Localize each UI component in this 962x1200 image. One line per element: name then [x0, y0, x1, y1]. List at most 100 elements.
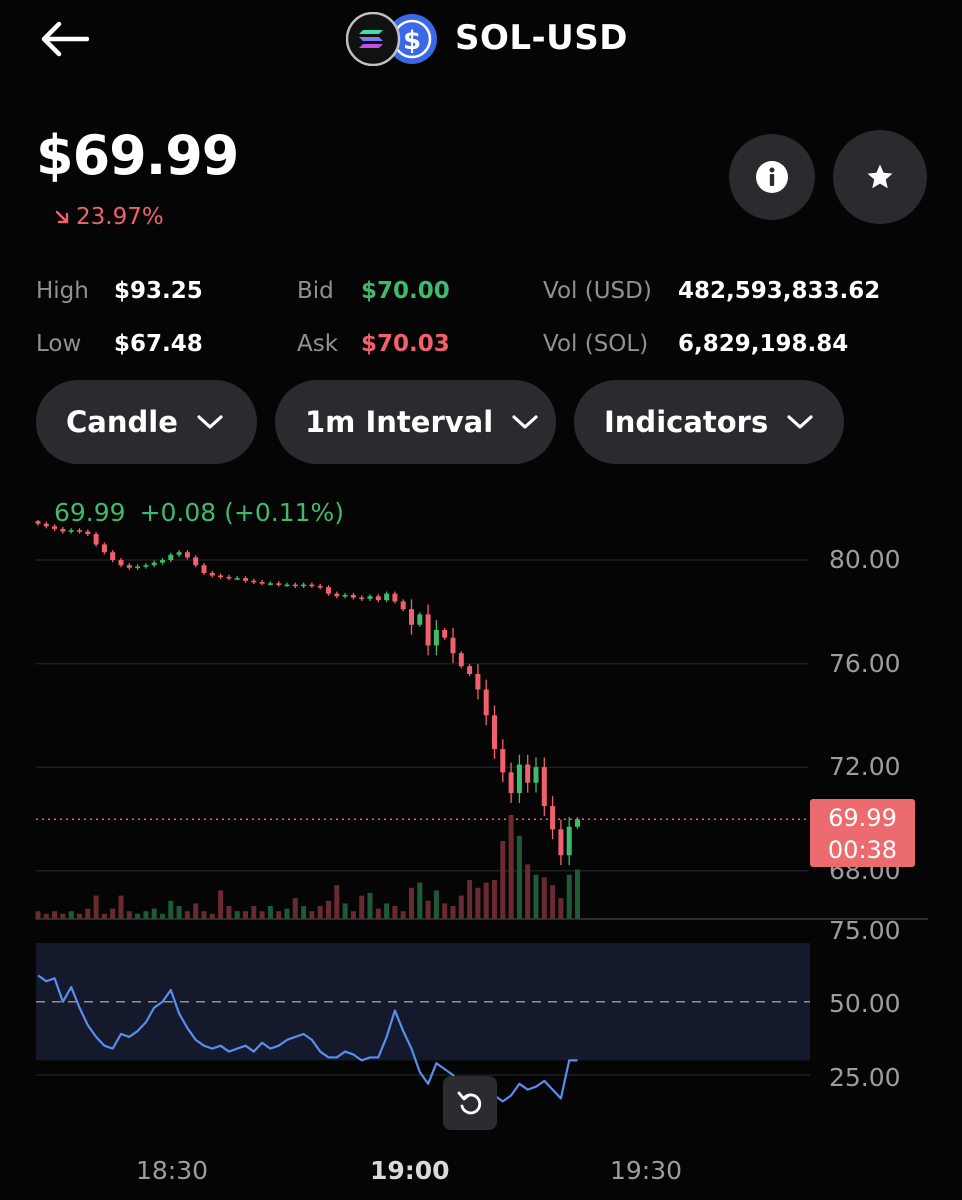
back-button[interactable] [38, 16, 90, 62]
candle-body [533, 767, 539, 783]
candle-body [309, 584, 315, 587]
ohlc-close: 69.99 [54, 498, 126, 527]
indicators-dropdown[interactable]: Indicators [574, 380, 844, 464]
candle-body [85, 531, 91, 535]
candle-body [350, 594, 356, 598]
vol-sol-label: Vol (SOL) [543, 331, 649, 357]
candle-body [500, 749, 506, 773]
interval-dropdown[interactable]: 1m Interval [275, 380, 556, 464]
volume-bar [193, 903, 199, 919]
candle-body [492, 715, 497, 750]
current-price-tag-value: 69.99 [828, 804, 897, 832]
candle-body [143, 565, 149, 567]
volume-bar [417, 882, 423, 919]
chevron-down-icon [196, 413, 224, 431]
candle-body [508, 772, 514, 794]
volume-bar [267, 906, 273, 919]
candle-body [184, 552, 190, 558]
volume-bar [60, 913, 66, 919]
volume-bar [450, 906, 456, 919]
price-tick: 72.00 [829, 752, 901, 781]
candle-body [483, 689, 489, 716]
volume-bar [384, 903, 390, 919]
rsi-tick: 50.00 [829, 989, 901, 1018]
rsi-tick: 75.00 [829, 916, 901, 945]
candle-body [516, 764, 522, 794]
candle-body [110, 552, 116, 560]
vol-usd-label: Vol (USD) [543, 278, 652, 304]
candle-body [218, 575, 224, 578]
candle-body [392, 593, 398, 602]
volume-bar [143, 911, 149, 919]
bid-value: $70.00 [361, 278, 450, 304]
svg-text:$: $ [403, 26, 421, 56]
volume-bar [425, 900, 431, 919]
volume-bar [317, 906, 323, 919]
candle-body [384, 593, 390, 601]
pair-icons: $ [345, 11, 440, 67]
volume-bar [375, 908, 381, 919]
volume-bar [541, 877, 547, 919]
volume-bar [359, 895, 365, 919]
header: $ SOL-USD [0, 0, 962, 80]
volume-bar [201, 911, 207, 919]
volume-bar [93, 895, 99, 919]
volume-bar [35, 911, 41, 919]
volume-bar [135, 913, 141, 919]
price-tick: 80.00 [829, 545, 901, 574]
candle-body [168, 554, 174, 560]
volume-bar [184, 911, 190, 919]
volume-bar [168, 900, 174, 919]
volume-bar [284, 908, 290, 919]
chart-type-dropdown[interactable]: Candle [36, 380, 257, 464]
high-value: $93.25 [114, 278, 203, 304]
candle-body [475, 673, 481, 690]
favorite-button[interactable] [833, 130, 927, 224]
volume-bar [467, 880, 473, 919]
time-tick: 19:00 [370, 1156, 450, 1185]
time-tick: 18:30 [136, 1156, 209, 1185]
candle-body [267, 583, 273, 585]
candle-body [558, 829, 564, 856]
candle-body [151, 562, 157, 566]
volume-bar [350, 911, 356, 919]
candle-body [126, 565, 132, 568]
volume-bar [400, 911, 406, 919]
volume-bar [151, 908, 157, 919]
volume-bar [516, 835, 522, 919]
volume-bar [77, 913, 82, 919]
candle-body [259, 582, 265, 584]
reset-zoom-button[interactable] [443, 1076, 497, 1130]
volume-bar [292, 898, 298, 919]
candle-body [359, 597, 365, 600]
candle-body [442, 629, 448, 638]
volume-bar [458, 895, 464, 919]
candle-body [93, 534, 99, 545]
volume-bar [209, 913, 215, 919]
candlestick-chart[interactable] [0, 520, 930, 920]
solana-icon [345, 11, 401, 67]
candle-body [433, 629, 439, 646]
candle-body [575, 819, 580, 827]
usd-coin-icon: $ [387, 14, 437, 64]
volume-bar [575, 869, 580, 919]
candle-body [425, 614, 431, 646]
candle-body [375, 596, 381, 601]
volume-bar [492, 880, 497, 919]
interval-label: 1m Interval [305, 405, 494, 439]
rsi-tick: 25.00 [829, 1063, 901, 1092]
ask-value: $70.03 [361, 331, 450, 357]
volume-bar [342, 903, 348, 919]
candle-body [450, 637, 456, 654]
candle-body [118, 560, 124, 566]
info-button[interactable] [729, 134, 815, 220]
ask-label: Ask [297, 331, 339, 357]
chevron-down-icon [786, 413, 814, 431]
vol-sol-value: 6,829,198.84 [678, 331, 849, 357]
volume-bar [85, 908, 91, 919]
chevron-down-icon [511, 413, 539, 431]
volume-bar [550, 885, 556, 919]
candle-body [68, 530, 74, 532]
rsi-chart[interactable] [0, 920, 930, 1140]
candle-body [135, 566, 141, 569]
